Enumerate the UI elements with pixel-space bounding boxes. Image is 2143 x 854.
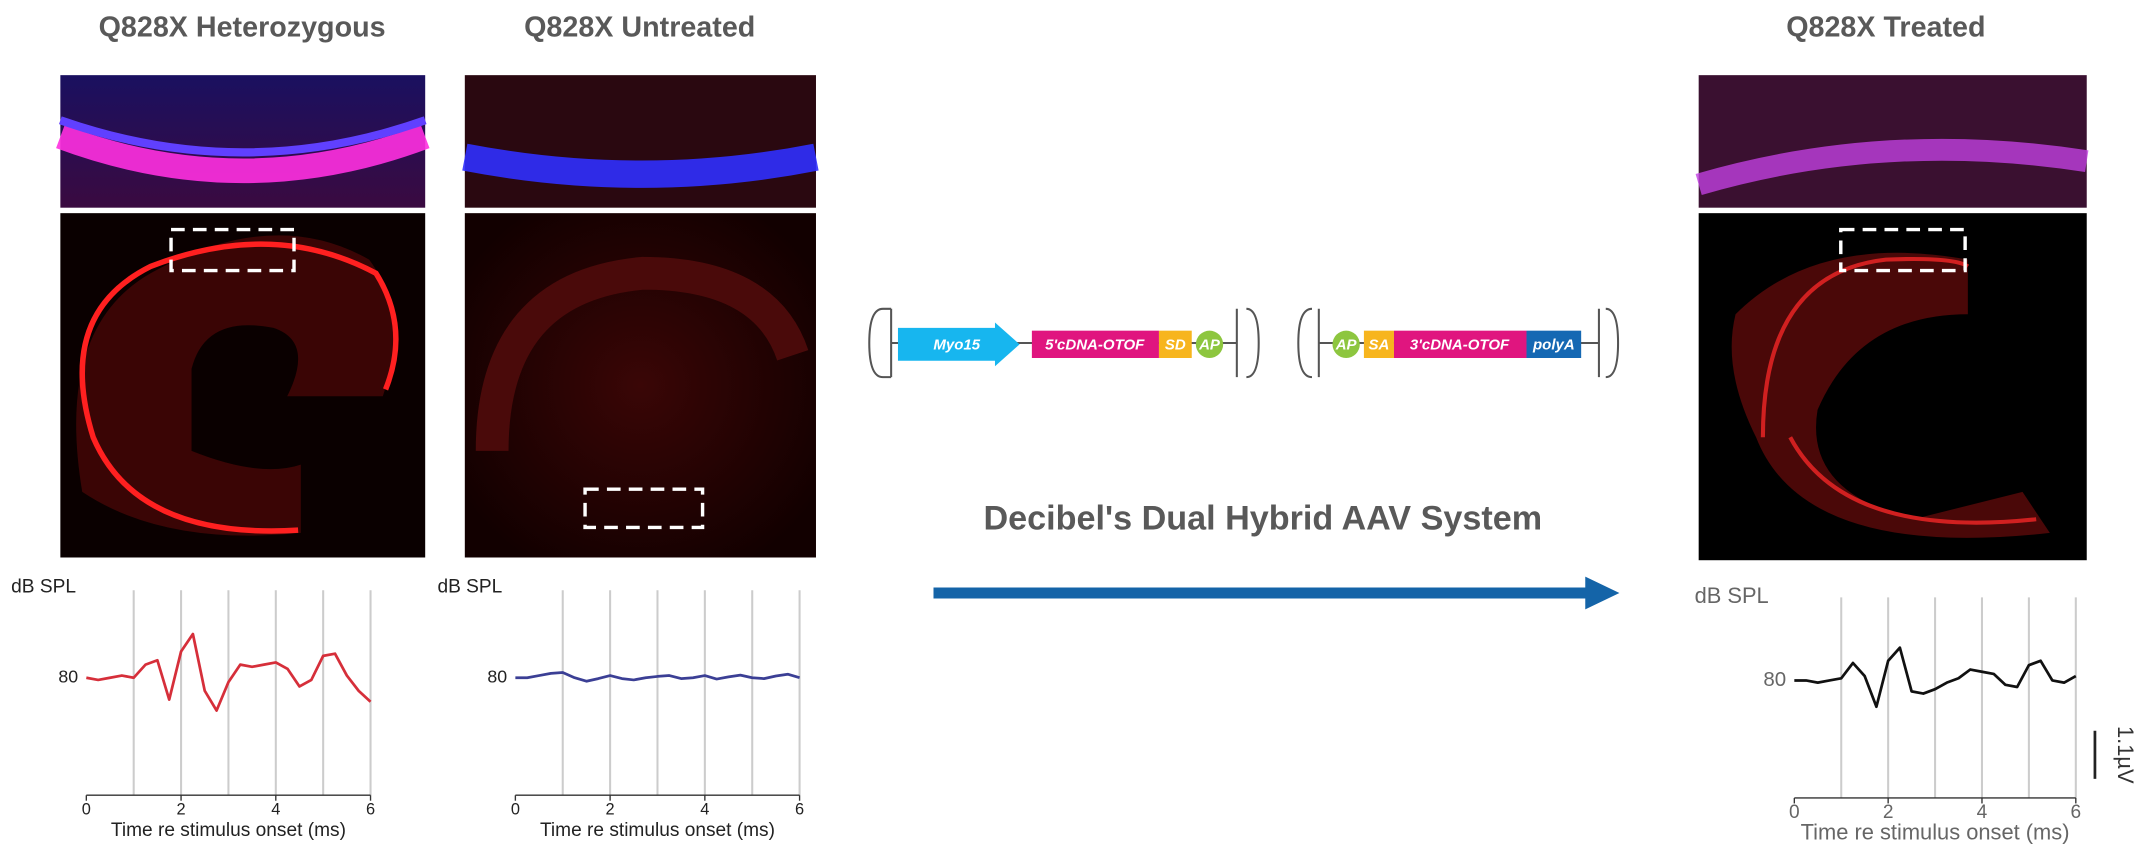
construct-label: AP bbox=[1335, 337, 1358, 354]
construct-label: SD bbox=[1165, 337, 1186, 354]
panel-title: Q828X Heterozygous bbox=[99, 11, 386, 43]
construct-title: Decibel's Dual Hybrid AAV System bbox=[983, 500, 1542, 538]
figure: Q828X Heterozygous Q828X Untreated Q828X… bbox=[0, 0, 2143, 854]
x-tick-label: 2 bbox=[177, 801, 186, 819]
construct-label: SA bbox=[1369, 337, 1390, 354]
x-tick-label: 4 bbox=[700, 801, 709, 819]
x-tick-label: 0 bbox=[1789, 802, 1800, 823]
x-tick-label: 2 bbox=[606, 801, 615, 819]
construct-label: 5'cDNA-OTOF bbox=[1045, 337, 1145, 354]
construct-label: Myo15 bbox=[933, 337, 980, 354]
images bbox=[60, 75, 2086, 560]
y-axis-label: dB SPL bbox=[11, 577, 76, 598]
arrow bbox=[933, 577, 1619, 610]
panel-title: Q828X Treated bbox=[1786, 11, 1985, 43]
x-tick-label: 6 bbox=[366, 801, 375, 819]
x-tick-label: 0 bbox=[511, 801, 520, 819]
panel-title: Q828X Untreated bbox=[524, 11, 755, 43]
series-label: 80 bbox=[58, 666, 78, 686]
x-axis-label: Time re stimulus onset (ms) bbox=[540, 820, 775, 841]
x-axis-label: Time re stimulus onset (ms) bbox=[1801, 819, 2070, 844]
x-tick-label: 6 bbox=[2070, 802, 2081, 823]
x-axis-label: Time re stimulus onset (ms) bbox=[111, 820, 346, 841]
page: Q828X Heterozygous Q828X Untreated Q828X… bbox=[0, 0, 2143, 854]
construct-label: 3'cDNA-OTOF bbox=[1410, 337, 1510, 354]
y-axis-label: dB SPL bbox=[1695, 583, 1769, 608]
x-tick-label: 4 bbox=[271, 801, 280, 819]
series-label: 80 bbox=[487, 666, 507, 686]
series-label: 80 bbox=[1763, 668, 1786, 691]
scale-bar-label: 1.1µV bbox=[2113, 726, 2138, 784]
x-tick-label: 6 bbox=[795, 801, 804, 819]
y-axis-label: dB SPL bbox=[437, 577, 502, 598]
construct-label: AP bbox=[1198, 337, 1221, 354]
construct-label: polyA bbox=[1532, 337, 1575, 354]
x-tick-label: 0 bbox=[82, 801, 91, 819]
